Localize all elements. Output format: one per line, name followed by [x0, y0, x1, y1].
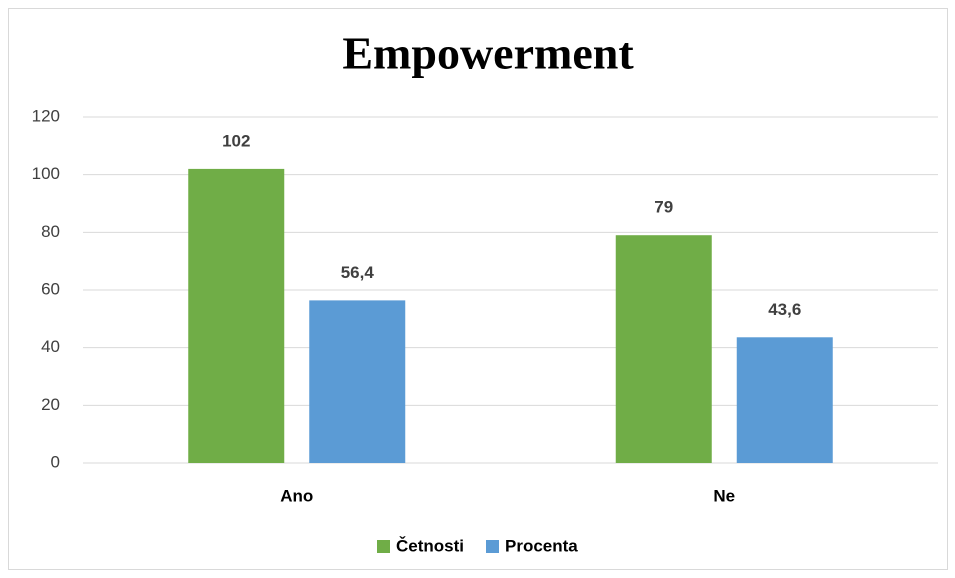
- y-tick-label: 40: [41, 337, 60, 356]
- legend-label: Procenta: [505, 536, 578, 555]
- bar: [736, 337, 833, 463]
- value-label: 43,6: [768, 300, 801, 319]
- y-tick-label: 20: [41, 395, 60, 414]
- value-label: 56,4: [341, 263, 375, 282]
- y-tick-label: 120: [32, 106, 60, 125]
- chart-title: Empowerment: [342, 28, 634, 79]
- value-label: 102: [222, 131, 250, 150]
- x-tick-label: Ano: [280, 486, 313, 505]
- chart-border: [8, 8, 948, 570]
- bar: [309, 300, 406, 463]
- bar: [188, 168, 285, 463]
- value-label: 79: [654, 198, 673, 217]
- legend-label: Četnosti: [396, 536, 464, 555]
- y-tick-label: 60: [41, 279, 60, 298]
- legend-swatch: [486, 540, 499, 553]
- bar: [615, 235, 712, 463]
- y-tick-label: 100: [32, 164, 60, 183]
- y-tick-label: 0: [51, 452, 60, 471]
- legend-swatch: [377, 540, 390, 553]
- x-tick-label: Ne: [713, 486, 735, 505]
- y-tick-label: 80: [41, 222, 60, 241]
